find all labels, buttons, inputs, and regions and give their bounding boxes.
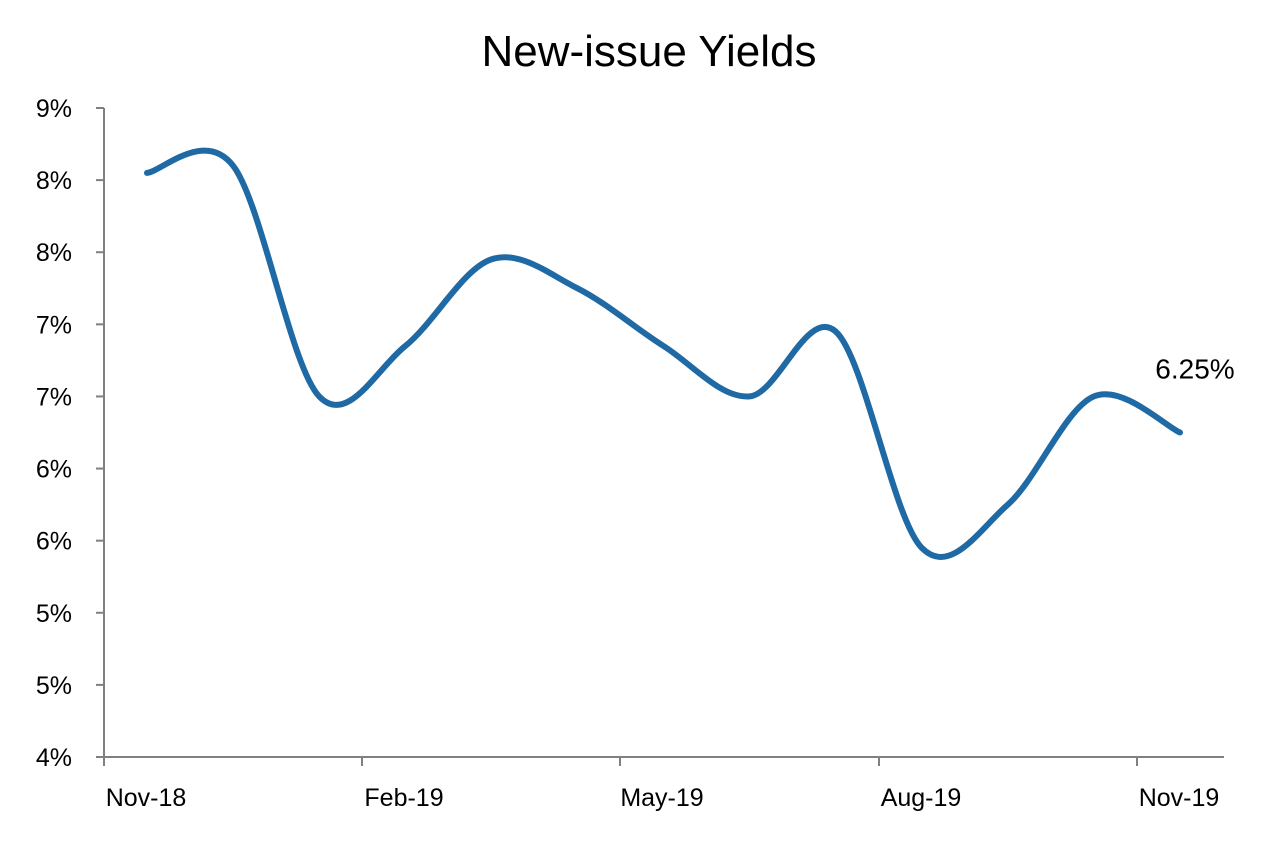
data-point (833, 329, 839, 335)
data-point (919, 545, 925, 551)
data-point (747, 393, 753, 399)
x-axis: Nov-18 Feb-19 May-19 Aug-19 Nov-19 (103, 756, 1224, 812)
y-tick-label: 5% (36, 672, 72, 700)
series-line (144, 147, 1183, 560)
data-label: 6.25% (1155, 354, 1234, 385)
data-point (1177, 430, 1183, 436)
x-tick-label: Feb-19 (364, 784, 443, 812)
y-tick-label: 6% (36, 528, 72, 556)
data-point (488, 256, 494, 262)
series-layer (144, 147, 1183, 560)
annotation-layer: 6.25% (1155, 354, 1234, 385)
y-tick-label: 7% (36, 383, 72, 411)
y-tick-label: 8% (36, 239, 72, 267)
x-tick-label: Nov-19 (1139, 784, 1220, 812)
data-point (1091, 393, 1097, 399)
data-point (661, 343, 667, 349)
x-tick-label: Aug-19 (881, 784, 962, 812)
data-point (402, 343, 408, 349)
y-tick-label: 7% (36, 311, 72, 339)
chart-title: New-issue Yields (481, 27, 816, 76)
data-point (1005, 502, 1011, 508)
y-axis: 4% 5% 5% 6% 6% 7% 7% 8% 8% 9% (36, 95, 105, 772)
data-point (144, 170, 150, 176)
x-tick-label: Nov-18 (106, 784, 187, 812)
x-tick-label: May-19 (620, 784, 703, 812)
y-tick-label: 5% (36, 600, 72, 628)
y-tick-label: 8% (36, 167, 72, 195)
y-tick-label: 9% (36, 95, 72, 123)
data-point (574, 285, 580, 291)
y-tick-label: 4% (36, 744, 72, 772)
data-point (230, 163, 236, 169)
data-point (316, 393, 322, 399)
y-tick-label: 6% (36, 456, 72, 484)
